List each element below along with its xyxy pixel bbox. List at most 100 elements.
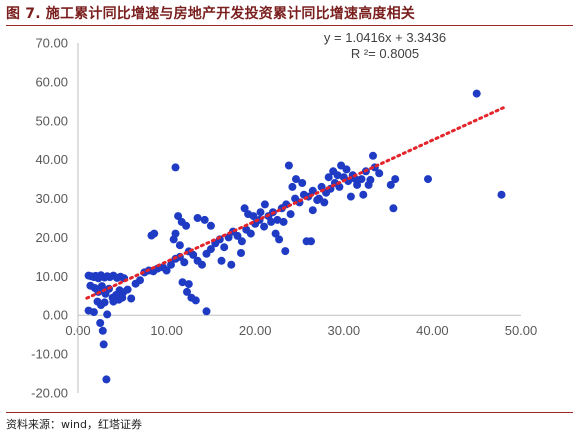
x-axis-ticks: 0.00 10.00 20.00 30.00 40.00 50.00: [65, 323, 537, 338]
y-tick-label: 60.00: [35, 74, 68, 89]
scatter-chart: -20.00 -10.00 0.00 10.00 20.00 30.00 40.00 50.0…: [31, 30, 537, 401]
y-tick-label: 30.00: [35, 191, 68, 206]
data-point: [96, 319, 105, 327]
data-point: [271, 229, 280, 238]
data-point: [189, 250, 198, 259]
y-tick-label: 70.00: [35, 36, 68, 51]
title-divider: [6, 25, 573, 26]
data-point: [369, 151, 377, 160]
data-point: [103, 310, 112, 319]
source-divider: [6, 412, 573, 413]
y-tick-label: 0.00: [43, 308, 68, 323]
data-point: [333, 171, 342, 180]
source-note: 资料来源：wind，红塔证券: [6, 418, 143, 431]
data-point: [267, 217, 276, 226]
data-point: [286, 210, 295, 219]
y-tick-label: 40.00: [35, 152, 68, 167]
x-tick-label: 50.00: [505, 323, 538, 338]
x-tick-label: 10.00: [150, 323, 183, 338]
data-point: [123, 285, 132, 294]
data-point: [472, 89, 481, 98]
data-points: [84, 89, 506, 384]
data-point: [359, 190, 368, 199]
x-tick-label: 30.00: [328, 323, 361, 338]
data-point: [98, 326, 107, 335]
x-tick-label: 40.00: [416, 323, 449, 338]
data-point: [102, 375, 111, 384]
data-point: [320, 198, 329, 207]
data-point: [217, 256, 226, 265]
data-point: [182, 221, 191, 230]
data-point: [292, 175, 300, 184]
y-axis-ticks: -20.00 -10.00 0.00 10.00 20.00 30.00 40.00 50.0…: [31, 36, 68, 401]
data-point: [100, 298, 109, 307]
data-point: [220, 243, 229, 252]
data-point: [351, 175, 360, 184]
data-point: [346, 192, 355, 201]
x-tick-label: 20.00: [239, 323, 272, 338]
data-point: [97, 282, 106, 291]
data-point: [357, 175, 366, 184]
data-point: [249, 212, 258, 221]
data-point: [227, 260, 236, 269]
data-point: [260, 200, 269, 209]
data-point: [99, 340, 108, 349]
data-point: [246, 229, 255, 238]
data-point: [324, 173, 333, 182]
data-point: [169, 235, 178, 244]
trendline-equation: y = 1.0416x + 3.3436: [324, 30, 446, 45]
data-point: [342, 165, 351, 174]
data-point: [206, 221, 215, 230]
data-point: [275, 235, 284, 244]
data-point: [171, 163, 180, 172]
data-point: [162, 266, 171, 275]
data-point: [200, 215, 209, 224]
data-point: [224, 233, 233, 242]
data-point: [335, 182, 344, 191]
trendline: [85, 106, 505, 300]
y-tick-label: 50.00: [35, 113, 68, 128]
y-tick-label: 10.00: [35, 269, 68, 284]
y-tick-label: -10.00: [31, 347, 68, 362]
data-point: [307, 237, 315, 246]
data-point: [233, 231, 242, 240]
data-point: [386, 180, 395, 189]
data-point: [260, 222, 269, 231]
data-point: [424, 175, 432, 184]
data-point: [127, 294, 136, 303]
data-point: [281, 247, 290, 256]
data-point: [288, 182, 297, 191]
data-point: [391, 175, 400, 184]
data-point: [364, 180, 373, 189]
data-point: [202, 307, 211, 316]
y-tick-label: 20.00: [35, 230, 68, 245]
data-point: [174, 212, 183, 221]
data-point: [89, 308, 98, 317]
data-point: [375, 169, 384, 178]
data-point: [191, 296, 200, 305]
data-point: [273, 215, 282, 224]
data-point: [308, 206, 317, 215]
data-point: [497, 190, 506, 199]
data-point: [150, 229, 159, 238]
data-point: [175, 241, 184, 250]
data-point: [136, 276, 144, 285]
data-point: [240, 204, 249, 213]
data-point: [178, 278, 187, 287]
data-point: [279, 217, 288, 226]
data-point: [237, 249, 245, 257]
data-point: [198, 260, 206, 269]
data-point: [180, 258, 189, 267]
data-point: [183, 287, 191, 296]
data-point: [184, 280, 193, 289]
data-point: [256, 208, 265, 217]
y-tick-label: -20.00: [31, 386, 68, 401]
data-point: [193, 214, 202, 222]
data-point: [206, 245, 215, 254]
trendline-r-squared: R ²= 0.8005: [351, 46, 419, 61]
data-point: [167, 260, 175, 269]
data-point: [118, 293, 127, 302]
chart-title: 图 7. 施工累计同比增速与房地产开发投资累计同比增速高度相关: [6, 6, 416, 22]
data-point: [389, 204, 398, 213]
data-point: [237, 237, 246, 246]
